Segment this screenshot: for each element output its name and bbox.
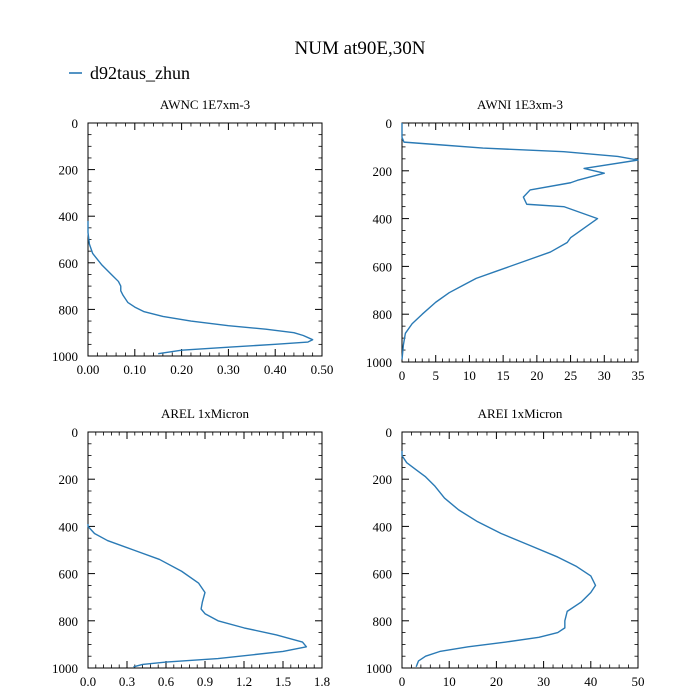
x-tick-label: 0.30 [217,362,240,377]
y-tick-label: 200 [59,163,79,178]
y-tick-label: 1000 [52,661,78,676]
y-tick-label: 400 [373,519,393,534]
x-tick-label: 0.40 [264,362,287,377]
y-tick-label: 400 [59,519,79,534]
figure-title: NUM at90E,30N [295,38,426,59]
chart-panel: AWNC 1E7xm-3 0.00 0.10 0.20 0.30 0.40 0.50 0 200… [52,97,333,377]
series-line [87,524,308,668]
x-tick-label: 0.50 [311,362,334,377]
chart-panel: AWNI 1E3xm-3 0 5 10 15 20 25 30 35 0 200 400 600 800 1… [366,97,645,383]
x-tick-label: 0.0 [80,674,96,689]
series-line [401,123,639,360]
y-tick-label: 400 [373,212,393,227]
plot-frame [401,122,639,363]
x-tick-label: 30 [598,368,611,383]
chart-panel: AREI 1xMicron 0 10 20 30 40 50 0 200 400 600 800 100… [366,406,645,689]
x-tick-label: 1.5 [275,674,291,689]
x-tick-label: 0.9 [197,674,213,689]
y-tick-label: 1000 [366,661,392,676]
x-tick-label: 35 [632,368,645,383]
x-tick-label: 0 [399,368,406,383]
chart-panel: AREL 1xMicron 0.0 0.3 0.6 0.9 1.2 1.5 1.8 0 200 40… [52,406,330,689]
x-tick-label: 25 [564,368,577,383]
y-tick-label: 600 [59,567,79,582]
y-tick-label: 800 [373,307,393,322]
y-tick-label: 800 [59,614,79,629]
y-tick-label: 0 [72,116,79,131]
y-tick-label: 600 [59,256,79,271]
x-tick-label: 1.8 [314,674,330,689]
x-tick-label: 30 [537,674,550,689]
y-tick-label: 1000 [52,349,78,364]
plot-frame [87,122,323,357]
plot-frame [87,431,323,669]
y-tick-label: 0 [386,116,393,131]
y-tick-label: 0 [386,425,393,440]
panel-title: AWNI 1E3xm-3 [477,97,563,112]
x-tick-label: 0.6 [158,674,175,689]
x-tick-label: 10 [443,674,456,689]
y-tick-label: 400 [59,209,79,224]
x-tick-label: 40 [584,674,597,689]
panel-title: AWNC 1E7xm-3 [160,97,250,112]
y-tick-label: 200 [373,472,393,487]
panel-title: AREI 1xMicron [478,406,563,421]
y-tick-label: 800 [59,302,79,317]
plot-frame [401,431,639,669]
series-line [87,220,314,355]
series-line [401,450,597,668]
x-tick-label: 15 [497,368,510,383]
x-tick-label: 0.20 [170,362,193,377]
chart-panels: AWNC 1E7xm-30.00 0.10 0.20 0.30 0.40 0.500200… [52,97,645,689]
x-tick-label: 5 [432,368,439,383]
x-tick-label: 0.10 [123,362,146,377]
y-tick-label: 600 [373,259,393,274]
x-tick-label: 0.3 [119,674,135,689]
x-tick-label: 50 [632,674,645,689]
y-tick-label: 200 [59,472,79,487]
y-tick-label: 800 [373,614,393,629]
x-tick-label: 0.00 [77,362,100,377]
y-tick-label: 600 [373,567,393,582]
y-tick-label: 200 [373,164,393,179]
x-tick-label: 10 [463,368,476,383]
x-tick-label: 20 [530,368,543,383]
y-tick-label: 0 [72,425,79,440]
x-tick-label: 1.2 [236,674,252,689]
panel-title: AREL 1xMicron [161,406,249,421]
y-tick-label: 1000 [366,355,392,370]
x-tick-label: 20 [490,674,503,689]
x-tick-label: 0 [399,674,406,689]
legend-label: d92taus_zhun [90,63,190,83]
